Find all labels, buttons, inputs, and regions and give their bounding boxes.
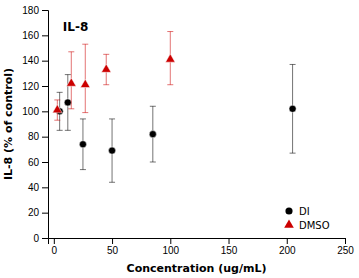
y-axis: 0 20 40 60 80 100 120 140 160 180 bbox=[22, 5, 48, 244]
legend-item: DI bbox=[285, 206, 309, 217]
x-axis-title: Concentration (ug/mL) bbox=[127, 262, 267, 275]
tick-label: 0 bbox=[52, 245, 58, 256]
error-bar bbox=[290, 64, 296, 153]
tick-label: 100 bbox=[162, 245, 179, 256]
error-bar bbox=[150, 106, 156, 162]
point bbox=[165, 54, 175, 62]
tick-mark bbox=[287, 238, 288, 244]
x-axis: 0 50 100 150 200 250 bbox=[49, 238, 355, 256]
tick-label: 20 bbox=[28, 207, 40, 218]
x-tick: 250 bbox=[337, 238, 354, 256]
legend-item: DMSO bbox=[284, 219, 329, 230]
error-bar bbox=[82, 44, 88, 112]
tick-mark bbox=[42, 213, 48, 214]
tick-label: 120 bbox=[22, 81, 39, 92]
tick-label: 200 bbox=[279, 245, 296, 256]
marks bbox=[53, 32, 297, 183]
error-bar bbox=[80, 119, 86, 170]
legend: DI DMSO bbox=[284, 206, 329, 231]
tick-label: 250 bbox=[337, 245, 354, 256]
tick-mark bbox=[42, 137, 48, 138]
error-bar bbox=[109, 119, 115, 182]
axis-line bbox=[42, 11, 49, 239]
y-tick: 160 bbox=[22, 30, 48, 41]
point bbox=[79, 141, 86, 148]
tick-label: 0 bbox=[33, 233, 39, 244]
x-tick: 0 bbox=[52, 238, 58, 256]
x-tick: 100 bbox=[162, 238, 179, 256]
legend-symbol bbox=[285, 207, 292, 214]
tick-label: 60 bbox=[28, 157, 40, 168]
tick-mark bbox=[42, 86, 48, 87]
y-tick: 140 bbox=[22, 55, 48, 66]
tick-mark bbox=[42, 111, 48, 112]
tick-mark bbox=[42, 238, 48, 239]
tick-label: 160 bbox=[22, 30, 39, 41]
point bbox=[108, 147, 115, 154]
x-tick: 50 bbox=[107, 238, 119, 256]
legend-label: DMSO bbox=[299, 220, 330, 231]
point bbox=[53, 105, 63, 113]
tick-mark bbox=[42, 187, 48, 188]
point bbox=[289, 105, 296, 112]
point bbox=[149, 131, 156, 138]
tick-label: 80 bbox=[28, 131, 40, 142]
legend-label: DI bbox=[299, 206, 310, 217]
y-tick: 100 bbox=[22, 106, 48, 117]
series bbox=[53, 32, 176, 121]
tick-label: 50 bbox=[107, 245, 119, 256]
tick-mark bbox=[229, 238, 230, 244]
tick-mark bbox=[42, 10, 48, 11]
y-tick: 180 bbox=[22, 5, 48, 16]
tick-label: 40 bbox=[28, 182, 40, 193]
tick-label: 180 bbox=[22, 5, 39, 16]
chart: 0 50 100 150 200 250 0 20 40 60 80 100 120 140 160 180 I… bbox=[0, 0, 359, 278]
point bbox=[80, 79, 90, 87]
tick-label: 140 bbox=[22, 55, 39, 66]
tick-mark bbox=[170, 238, 171, 244]
tick-mark bbox=[42, 162, 48, 163]
y-tick: 80 bbox=[28, 131, 48, 142]
point bbox=[101, 64, 111, 72]
tick-mark bbox=[54, 238, 55, 244]
y-tick: 60 bbox=[28, 157, 48, 168]
tick-mark bbox=[42, 61, 48, 62]
point bbox=[64, 99, 71, 106]
y-tick: 0 bbox=[33, 233, 48, 244]
tick-label: 100 bbox=[22, 106, 39, 117]
legend-symbol bbox=[284, 219, 294, 227]
series bbox=[56, 64, 296, 182]
y-tick: 20 bbox=[28, 207, 48, 218]
y-axis-title: IL-8 (% of control) bbox=[2, 68, 15, 180]
axis-line bbox=[49, 239, 346, 245]
x-tick: 200 bbox=[279, 238, 296, 256]
tick-mark bbox=[42, 35, 48, 36]
tick-label: 150 bbox=[221, 245, 238, 256]
tick-mark bbox=[112, 238, 113, 244]
plot: 0 50 100 150 200 250 0 20 40 60 80 100 120 140 160 180 I… bbox=[22, 5, 354, 256]
point bbox=[66, 78, 76, 86]
y-tick: 120 bbox=[22, 81, 48, 92]
y-tick: 40 bbox=[28, 182, 48, 193]
tick-mark bbox=[345, 238, 346, 244]
x-tick: 150 bbox=[221, 238, 238, 256]
title: IL-8 bbox=[63, 20, 88, 34]
